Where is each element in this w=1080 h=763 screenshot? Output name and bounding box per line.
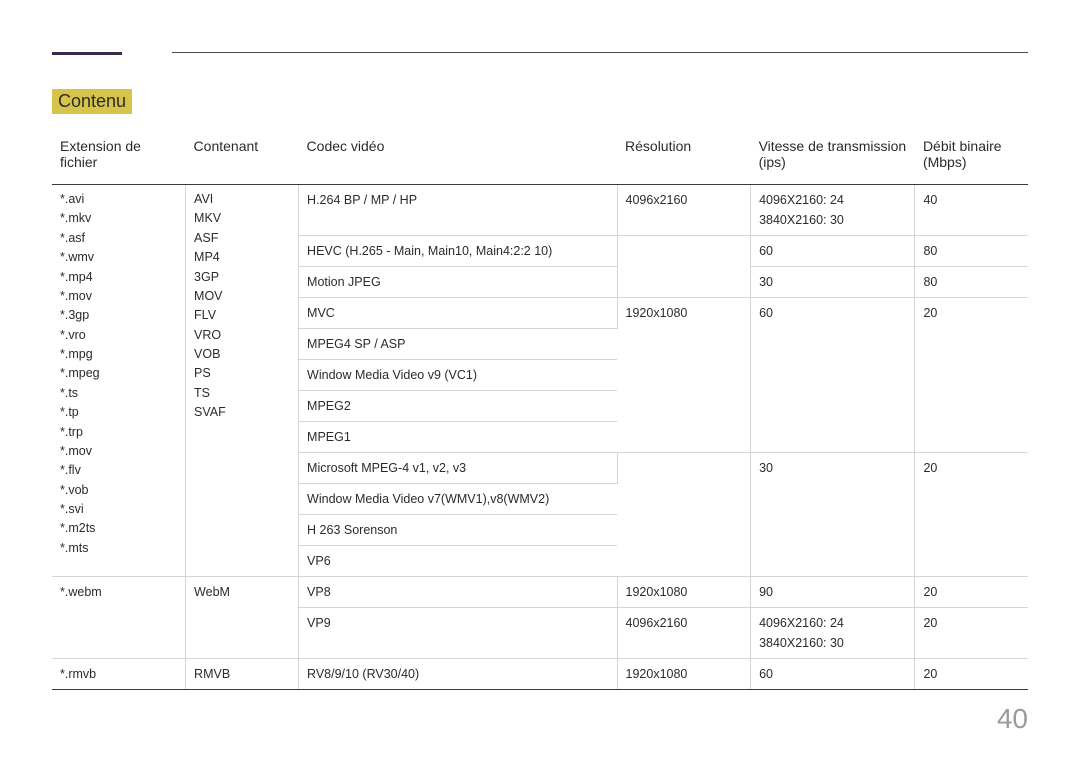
cell-fps: 30 — [751, 267, 915, 298]
section-title: Contenu — [52, 89, 132, 114]
cell-fps: 90 — [751, 577, 915, 608]
cell-codec: VP8 — [299, 577, 617, 608]
cell-bitrate: 20 — [915, 453, 1028, 577]
cell-bitrate: 20 — [915, 659, 1028, 690]
cell-res: 4096x2160 — [617, 185, 751, 236]
header-accent-bar — [52, 52, 122, 55]
cell-fps: 30 — [751, 453, 915, 577]
container-item: SVAF — [194, 403, 290, 422]
cell-codec: VP6 — [299, 546, 617, 577]
table-header-row: Extension de fichier Contenant Codec vid… — [52, 132, 1028, 185]
ext-item: *.ts — [60, 384, 177, 403]
cell-fps: 4096X2160: 24 3840X2160: 30 — [751, 608, 915, 659]
cell-bitrate: 20 — [915, 608, 1028, 659]
ext-item: *.svi — [60, 500, 177, 519]
cell-ext: *.webm — [52, 577, 186, 659]
col-bitrate: Débit binaire (Mbps) — [915, 132, 1028, 185]
container-item: VRO — [194, 326, 290, 345]
ext-item: *.3gp — [60, 306, 177, 325]
cell-bitrate: 20 — [915, 298, 1028, 453]
container-item: FLV — [194, 306, 290, 325]
cell-res — [617, 236, 751, 298]
ext-item: *.wmv — [60, 248, 177, 267]
table-row: *.webm WebM VP8 1920x1080 90 20 — [52, 577, 1028, 608]
ext-item: *.avi — [60, 190, 177, 209]
col-ext: Extension de fichier — [52, 132, 186, 185]
cell-codec: RV8/9/10 (RV30/40) — [299, 659, 617, 690]
cell-res — [617, 453, 751, 577]
ext-item: *.mkv — [60, 209, 177, 228]
cell-fps: 60 — [751, 659, 915, 690]
container-item: AVI — [194, 190, 290, 209]
cell-bitrate: 20 — [915, 577, 1028, 608]
ext-item: *.mts — [60, 539, 177, 558]
cell-bitrate: 80 — [915, 236, 1028, 267]
ext-item: *.mpg — [60, 345, 177, 364]
cell-res: 1920x1080 — [617, 659, 751, 690]
cell-codec: MPEG4 SP / ASP — [299, 329, 617, 360]
col-res: Résolution — [617, 132, 751, 185]
cell-fps: 60 — [751, 236, 915, 267]
cell-codec: HEVC (H.265 - Main, Main10, Main4:2:2 10… — [299, 236, 617, 267]
container-item: MP4 — [194, 248, 290, 267]
cell-res: 1920x1080 — [617, 577, 751, 608]
cell-cont: RMVB — [186, 659, 299, 690]
cell-res: 4096x2160 — [617, 608, 751, 659]
table-row: *.avi*.mkv*.asf*.wmv*.mp4*.mov*.3gp*.vro… — [52, 185, 1028, 236]
col-cont: Contenant — [186, 132, 299, 185]
ext-item: *.mov — [60, 287, 177, 306]
cell-codec: Motion JPEG — [299, 267, 617, 298]
cell-codec: Window Media Video v7(WMV1),v8(WMV2) — [299, 484, 617, 515]
table-row: *.rmvb RMVB RV8/9/10 (RV30/40) 1920x1080… — [52, 659, 1028, 690]
container-item: MOV — [194, 287, 290, 306]
ext-item: *.mp4 — [60, 268, 177, 287]
cell-res: 1920x1080 — [617, 298, 751, 453]
container-item: ASF — [194, 229, 290, 248]
cell-codec: Microsoft MPEG-4 v1, v2, v3 — [299, 453, 617, 484]
page-number: 40 — [997, 703, 1028, 735]
cell-codec: MPEG1 — [299, 422, 617, 453]
cell-bitrate: 80 — [915, 267, 1028, 298]
cell-codec: H 263 Sorenson — [299, 515, 617, 546]
container-item: 3GP — [194, 268, 290, 287]
ext-item: *.tp — [60, 403, 177, 422]
cell-codec: VP9 — [299, 608, 617, 659]
cell-codec: H.264 BP / MP / HP — [299, 185, 617, 236]
container-item: TS — [194, 384, 290, 403]
cell-fps: 4096X2160: 24 3840X2160: 30 — [751, 185, 915, 236]
cell-codec: MVC — [299, 298, 617, 329]
ext-item: *.vro — [60, 326, 177, 345]
cell-bitrate: 40 — [915, 185, 1028, 236]
ext-item: *.trp — [60, 423, 177, 442]
ext-item: *.vob — [60, 481, 177, 500]
container-item: PS — [194, 364, 290, 383]
col-fps: Vitesse de transmission (ips) — [751, 132, 915, 185]
ext-item: *.asf — [60, 229, 177, 248]
cell-codec: Window Media Video v9 (VC1) — [299, 360, 617, 391]
codec-spec-table: Extension de fichier Contenant Codec vid… — [52, 132, 1028, 690]
cell-ext-group1: *.avi*.mkv*.asf*.wmv*.mp4*.mov*.3gp*.vro… — [52, 185, 186, 577]
cell-codec: MPEG2 — [299, 391, 617, 422]
col-codec: Codec vidéo — [299, 132, 617, 185]
container-item: MKV — [194, 209, 290, 228]
cell-fps: 60 — [751, 298, 915, 453]
cell-cont-group1: AVIMKVASFMP43GPMOVFLVVROVOBPSTSSVAF — [186, 185, 299, 577]
container-item: VOB — [194, 345, 290, 364]
cell-cont: WebM — [186, 577, 299, 659]
cell-ext: *.rmvb — [52, 659, 186, 690]
ext-item: *.m2ts — [60, 519, 177, 538]
ext-item: *.flv — [60, 461, 177, 480]
header-rule — [172, 52, 1028, 53]
ext-item: *.mpeg — [60, 364, 177, 383]
ext-item: *.mov — [60, 442, 177, 461]
